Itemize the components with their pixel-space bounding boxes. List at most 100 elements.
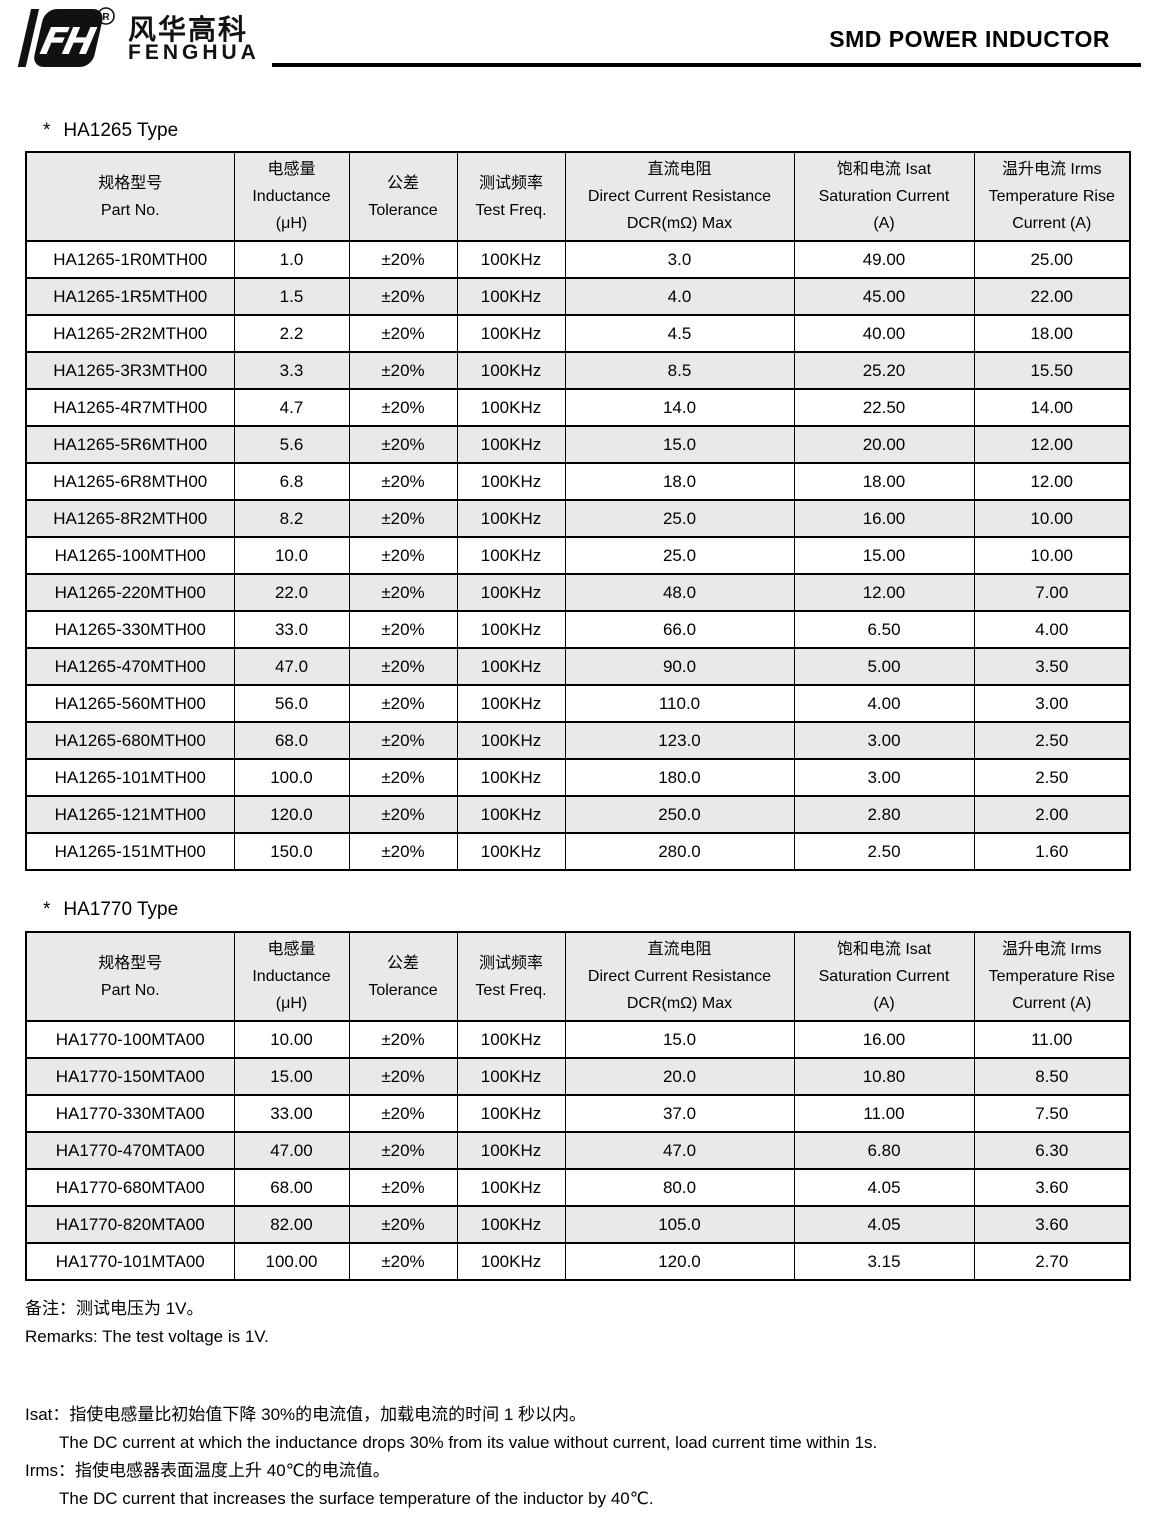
- table-row: HA1265-121MTH00 120.0 ±20% 100KHz 250.0 …: [25, 795, 1131, 834]
- cell-isat: 12.00: [793, 573, 975, 612]
- cell-irms: 3.50: [973, 647, 1131, 686]
- cell-test-freq: 100KHz: [456, 795, 566, 834]
- cell-isat: 22.50: [793, 388, 975, 427]
- section-bullet: *: [43, 899, 51, 920]
- cell-dcr: 18.0: [564, 462, 795, 501]
- cell-irms: 7.00: [973, 573, 1131, 612]
- cell-isat: 6.80: [793, 1131, 975, 1170]
- table-row: HA1265-100MTH00 10.0 ±20% 100KHz 25.0 15…: [25, 536, 1131, 575]
- cell-isat: 3.00: [793, 758, 975, 797]
- cell-tolerance: ±20%: [348, 647, 458, 686]
- table-header: 规格型号 Part No. 电感量 Inductance (μH) 公差: [25, 151, 1131, 242]
- cell-dcr: 80.0: [564, 1168, 795, 1207]
- column-header-sub: DCR(mΩ) Max: [626, 995, 733, 1012]
- cell-tolerance: ±20%: [348, 1057, 458, 1096]
- cell-test-freq: 100KHz: [456, 1168, 566, 1207]
- cell-tolerance: ±20%: [348, 499, 458, 538]
- cell-irms: 2.50: [973, 758, 1131, 797]
- column-header-en: Temperature Rise: [988, 968, 1115, 985]
- cell-irms: 12.00: [973, 462, 1131, 501]
- table-row: HA1770-100MTA00 10.00 ±20% 100KHz 15.0 1…: [25, 1020, 1131, 1059]
- brand-name-chinese: 风华高科: [128, 14, 249, 45]
- section-title-label: HA1265 Type: [63, 120, 179, 141]
- note-remark-zh: 备注：测试电压为 1V。: [25, 1299, 204, 1318]
- cell-isat: 15.00: [793, 536, 975, 575]
- cell-test-freq: 100KHz: [456, 1057, 566, 1096]
- table-header-row: 规格型号 Part No. 电感量 Inductance (μH) 公差: [25, 151, 1131, 242]
- cell-irms: 14.00: [973, 388, 1131, 427]
- column-header: 直流电阻 Direct Current Resistance DCR(mΩ) M…: [564, 151, 795, 242]
- table-row: HA1265-2R2MTH00 2.2 ±20% 100KHz 4.5 40.0…: [25, 314, 1131, 353]
- column-header-en: Tolerance: [368, 201, 438, 219]
- column-header-en: Direct Current Resistance: [587, 188, 772, 205]
- cell-part-no: HA1265-101MTH00: [25, 758, 235, 797]
- cell-part-no: HA1265-100MTH00: [25, 536, 235, 575]
- table-row: HA1770-820MTA00 82.00 ±20% 100KHz 105.0 …: [25, 1205, 1131, 1244]
- cell-tolerance: ±20%: [348, 462, 458, 501]
- cell-irms: 4.00: [973, 610, 1131, 649]
- cell-dcr: 37.0: [564, 1094, 795, 1133]
- cell-test-freq: 100KHz: [456, 1094, 566, 1133]
- column-header: 饱和电流 Isat Saturation Current (A): [793, 931, 975, 1022]
- cell-dcr: 180.0: [564, 758, 795, 797]
- cell-part-no: HA1770-680MTA00: [25, 1168, 235, 1207]
- cell-isat: 10.80: [793, 1057, 975, 1096]
- cell-inductance: 22.0: [233, 573, 350, 612]
- cell-irms: 10.00: [973, 499, 1131, 538]
- table-body: HA1770-100MTA00 10.00 ±20% 100KHz 15.0 1…: [25, 1020, 1131, 1281]
- column-header-en: Tolerance: [368, 981, 438, 999]
- cell-inductance: 33.00: [233, 1094, 350, 1133]
- cell-tolerance: ±20%: [348, 277, 458, 316]
- cell-tolerance: ±20%: [348, 795, 458, 834]
- table-row: HA1265-330MTH00 33.0 ±20% 100KHz 66.0 6.…: [25, 610, 1131, 649]
- cell-dcr: 15.0: [564, 425, 795, 464]
- column-header: 规格型号 Part No.: [25, 151, 235, 242]
- cell-inductance: 68.0: [233, 721, 350, 760]
- section-title-ha1770: * HA1770 Type: [43, 897, 1129, 923]
- column-header-sub: (μH): [275, 215, 308, 232]
- cell-tolerance: ±20%: [348, 388, 458, 427]
- cell-dcr: 120.0: [564, 1242, 795, 1281]
- cell-tolerance: ±20%: [348, 1205, 458, 1244]
- cell-part-no: HA1265-1R5MTH00: [25, 277, 235, 316]
- column-header: 公差 Tolerance: [348, 151, 458, 242]
- cell-irms: 22.00: [973, 277, 1131, 316]
- cell-irms: 25.00: [973, 240, 1131, 279]
- table-header: 规格型号 Part No. 电感量 Inductance (μH) 公差: [25, 931, 1131, 1022]
- cell-inductance: 82.00: [233, 1205, 350, 1244]
- column-header: 规格型号 Part No.: [25, 931, 235, 1022]
- cell-dcr: 105.0: [564, 1205, 795, 1244]
- cell-dcr: 4.0: [564, 277, 795, 316]
- cell-tolerance: ±20%: [348, 573, 458, 612]
- cell-tolerance: ±20%: [348, 721, 458, 760]
- note-irms-zh: Irms：指使电感器表面温度上升 40℃的电流值。: [25, 1461, 390, 1480]
- column-header-en: Inductance: [252, 188, 331, 205]
- cell-part-no: HA1265-220MTH00: [25, 573, 235, 612]
- column-header: 公差 Tolerance: [348, 931, 458, 1022]
- cell-tolerance: ±20%: [348, 1131, 458, 1170]
- column-header-en: Saturation Current: [818, 968, 950, 985]
- cell-isat: 5.00: [793, 647, 975, 686]
- cell-test-freq: 100KHz: [456, 1205, 566, 1244]
- cell-isat: 25.20: [793, 351, 975, 390]
- cell-irms: 3.60: [973, 1168, 1131, 1207]
- cell-test-freq: 100KHz: [456, 425, 566, 464]
- cell-isat: 4.05: [793, 1205, 975, 1244]
- cell-inductance: 10.00: [233, 1020, 350, 1059]
- column-header-zh: 温升电流 Irms: [1001, 161, 1102, 178]
- table-row: HA1265-4R7MTH00 4.7 ±20% 100KHz 14.0 22.…: [25, 388, 1131, 427]
- table-row: HA1770-470MTA00 47.00 ±20% 100KHz 47.0 6…: [25, 1131, 1131, 1170]
- cell-test-freq: 100KHz: [456, 721, 566, 760]
- cell-test-freq: 100KHz: [456, 240, 566, 279]
- cell-part-no: HA1265-151MTH00: [25, 832, 235, 871]
- column-header-en: Test Freq.: [475, 201, 547, 219]
- column-header-en: Inductance: [252, 968, 331, 985]
- note-isat-zh: Isat：指使电感量比初始值下降 30%的电流值，加载电流的时间 1 秒以内。: [25, 1405, 587, 1424]
- table-row: HA1265-8R2MTH00 8.2 ±20% 100KHz 25.0 16.…: [25, 499, 1131, 538]
- footnotes: 备注：测试电压为 1V。 Remarks: The test voltage i…: [25, 1295, 1129, 1513]
- cell-dcr: 123.0: [564, 721, 795, 760]
- column-header: 电感量 Inductance (μH): [233, 151, 350, 242]
- cell-test-freq: 100KHz: [456, 462, 566, 501]
- table-row: HA1265-1R5MTH00 1.5 ±20% 100KHz 4.0 45.0…: [25, 277, 1131, 316]
- cell-irms: 10.00: [973, 536, 1131, 575]
